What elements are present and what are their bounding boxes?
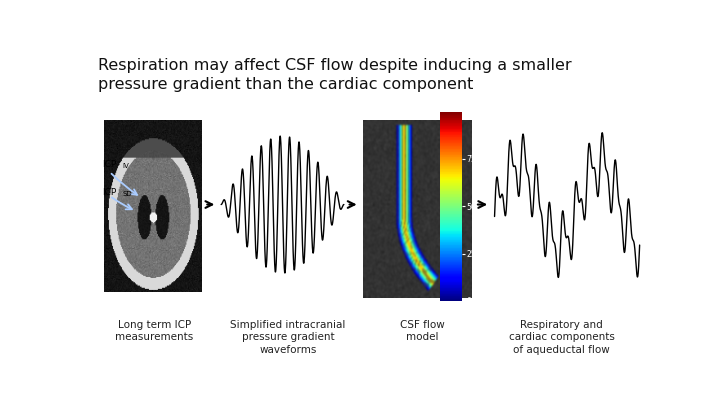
Text: CSF flow
model: CSF flow model xyxy=(400,320,444,342)
Text: SD: SD xyxy=(122,191,132,197)
Text: Respiration may affect CSF flow despite inducing a smaller
pressure gradient tha: Respiration may affect CSF flow despite … xyxy=(99,58,572,92)
Text: |Velocity|  [mm/s]: |Velocity| [mm/s] xyxy=(423,100,479,106)
Text: Simplified intracranial
pressure gradient
waveforms: Simplified intracranial pressure gradien… xyxy=(230,320,346,355)
Text: ICP: ICP xyxy=(102,188,117,197)
Text: Respiratory and
cardiac components
of aqueductal flow: Respiratory and cardiac components of aq… xyxy=(508,320,614,355)
Text: IV: IV xyxy=(122,163,129,168)
Text: Long term ICP
measurements: Long term ICP measurements xyxy=(115,320,193,342)
Text: ICP: ICP xyxy=(102,160,117,168)
Bar xyxy=(104,120,202,292)
